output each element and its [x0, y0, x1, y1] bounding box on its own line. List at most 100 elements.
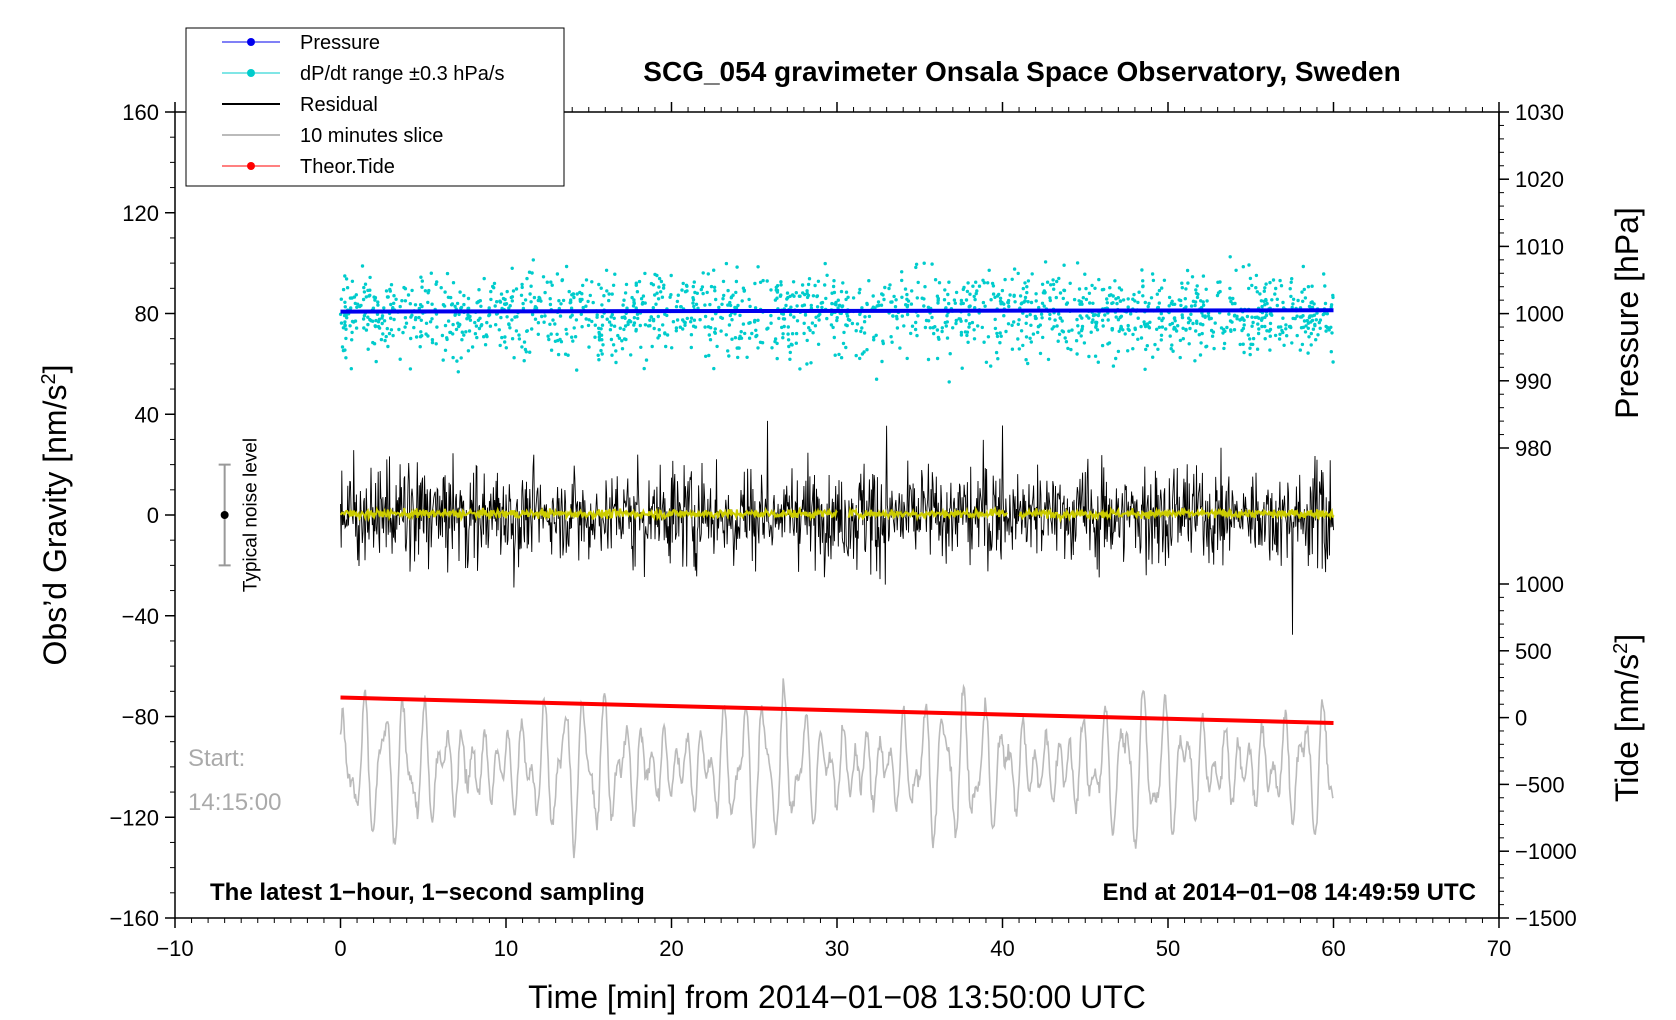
dpdt-point	[571, 292, 575, 296]
dpdt-point	[1118, 299, 1123, 303]
dpdt-point	[720, 302, 724, 306]
dpdt-point	[784, 303, 788, 308]
pressure-tick-label: 1020	[1515, 167, 1564, 192]
dpdt-point	[738, 313, 742, 318]
dpdt-point	[743, 331, 747, 336]
dpdt-point	[797, 294, 802, 298]
dpdt-point	[769, 288, 773, 292]
dpdt-point	[836, 298, 840, 302]
dpdt-point	[1259, 299, 1264, 303]
dpdt-point	[1157, 316, 1161, 320]
dpdt-point	[610, 292, 614, 296]
dpdt-point	[1307, 335, 1311, 339]
dpdt-point	[816, 314, 821, 318]
dpdt-point	[1278, 278, 1282, 283]
dpdt-point	[713, 289, 717, 293]
dpdt-point	[791, 280, 796, 284]
dpdt-point	[867, 279, 871, 283]
dpdt-point	[1290, 341, 1294, 345]
dpdt-point	[844, 345, 848, 350]
dpdt-point	[769, 321, 773, 325]
dpdt-point	[1258, 292, 1262, 296]
dpdt-point	[466, 349, 471, 353]
dpdt-point	[503, 340, 507, 344]
dpdt-point	[609, 323, 613, 327]
dpdt-point	[1131, 332, 1135, 337]
dpdt-point	[573, 335, 578, 339]
dpdt-point	[872, 338, 876, 342]
dpdt-point	[424, 332, 428, 336]
dpdt-point	[930, 315, 934, 320]
dpdt-point	[936, 298, 940, 303]
dpdt-point	[1051, 282, 1056, 287]
dpdt-point	[1107, 341, 1112, 345]
dpdt-point	[724, 261, 729, 266]
dpdt-point	[477, 326, 482, 331]
dpdt-point	[611, 343, 616, 347]
dpdt-point	[1049, 283, 1053, 287]
dpdt-point	[524, 350, 528, 354]
dpdt-point	[1013, 300, 1017, 304]
dpdt-point	[829, 323, 834, 327]
dpdt-point	[568, 315, 573, 319]
dpdt-point	[1187, 342, 1191, 346]
dpdt-point	[750, 331, 754, 336]
dpdt-point	[491, 284, 495, 289]
dpdt-point	[565, 332, 569, 336]
dpdt-point	[844, 290, 849, 294]
dpdt-point	[953, 301, 957, 305]
dpdt-point	[874, 377, 879, 381]
dpdt-point	[1310, 284, 1314, 288]
dpdt-point	[363, 282, 368, 286]
dpdt-point	[466, 313, 470, 317]
dpdt-point	[557, 299, 561, 303]
dpdt-point	[1131, 347, 1135, 351]
dpdt-point	[368, 317, 372, 322]
legend-label-0: Pressure	[300, 32, 380, 54]
dpdt-point	[1194, 288, 1198, 292]
dpdt-point	[377, 326, 382, 330]
dpdt-point	[726, 288, 730, 293]
dpdt-point	[1265, 301, 1269, 306]
dpdt-point	[945, 314, 949, 318]
dpdt-point	[354, 293, 358, 297]
dpdt-point	[806, 293, 811, 298]
dpdt-point	[987, 268, 991, 272]
dpdt-point	[961, 287, 965, 292]
dpdt-point	[1064, 302, 1069, 306]
dpdt-point	[999, 302, 1003, 306]
dpdt-point	[1016, 271, 1020, 276]
legend-dot-0	[247, 38, 255, 46]
dpdt-point	[1141, 279, 1145, 283]
dpdt-point	[807, 277, 812, 281]
dpdt-point	[381, 332, 385, 336]
dpdt-point	[1195, 319, 1199, 323]
dpdt-point	[970, 320, 975, 325]
dpdt-point	[913, 327, 918, 332]
dpdt-point	[947, 301, 951, 306]
dpdt-point	[389, 316, 393, 320]
dpdt-point	[802, 331, 806, 336]
dpdt-point	[540, 314, 544, 319]
dpdt-point	[487, 313, 491, 318]
residual-smoothed-line	[339, 505, 1335, 524]
dpdt-point	[982, 340, 986, 344]
dpdt-point	[478, 299, 482, 303]
dpdt-point	[1232, 328, 1237, 332]
dpdt-point	[602, 294, 606, 298]
dpdt-point	[549, 332, 553, 336]
dpdt-point	[860, 326, 864, 330]
dpdt-point	[382, 306, 386, 310]
dpdt-point	[968, 304, 972, 308]
dpdt-point	[1083, 272, 1087, 276]
dpdt-point	[344, 327, 348, 331]
dpdt-point	[641, 294, 646, 298]
dpdt-point	[865, 348, 869, 352]
dpdt-point	[643, 301, 647, 305]
dpdt-point	[782, 317, 787, 321]
dpdt-point	[914, 262, 919, 266]
tide-tick-label: −1000	[1515, 839, 1577, 864]
dpdt-point	[1325, 312, 1330, 316]
dpdt-point	[1077, 287, 1082, 291]
dpdt-point	[505, 289, 509, 294]
